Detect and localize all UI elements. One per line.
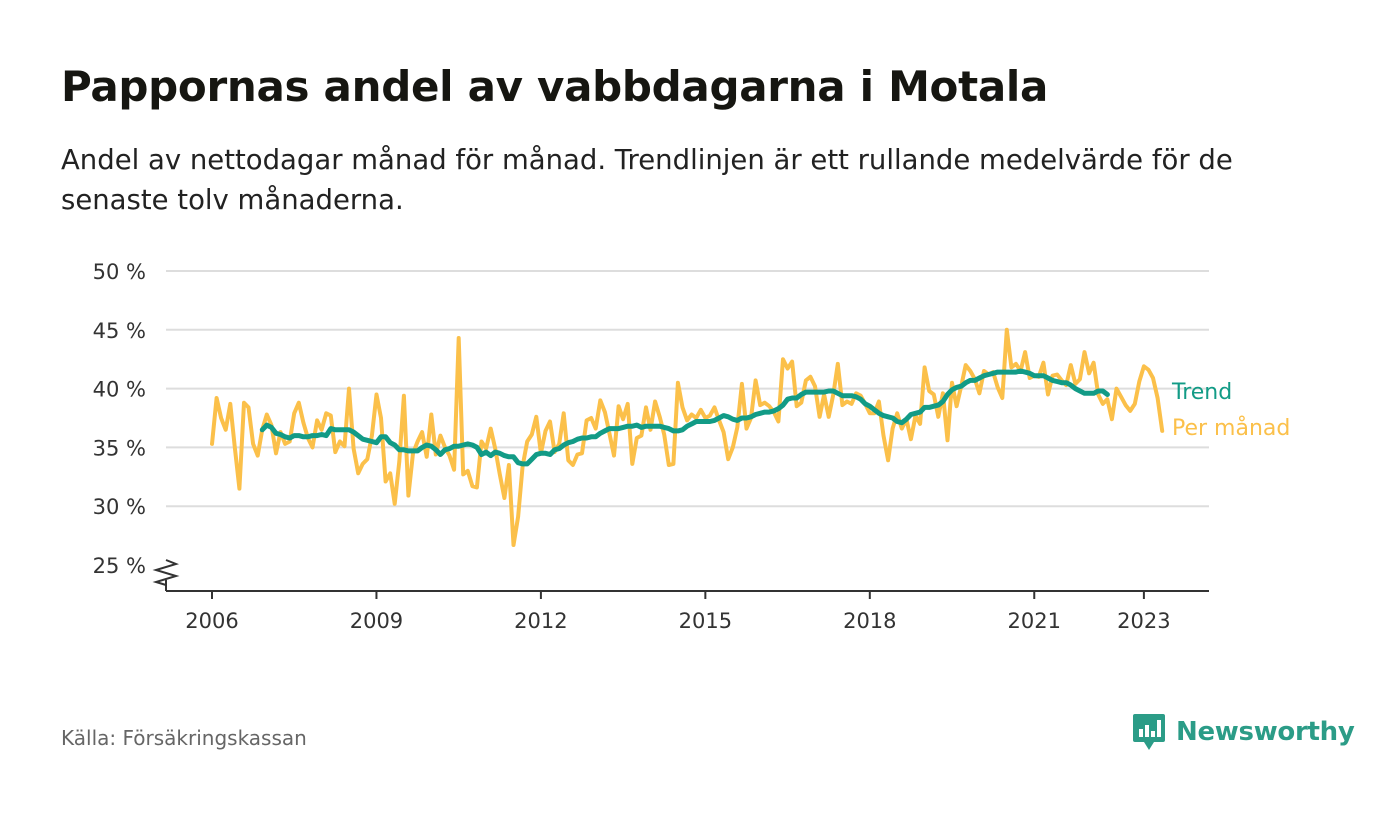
- newsworthy-logo[interactable]: Newsworthy: [1132, 712, 1355, 752]
- axes: [152, 559, 1209, 599]
- y-tick-label-50: 50 %: [93, 260, 146, 284]
- axis-break-icon: [152, 559, 180, 586]
- x-tick-label-2009: 2009: [350, 609, 403, 633]
- x-tick-label-2023: 2023: [1117, 609, 1170, 633]
- y-tick-label-30: 30 %: [93, 495, 146, 519]
- y-tick-label-45: 45 %: [93, 319, 146, 343]
- x-tick-label-2012: 2012: [514, 609, 567, 633]
- series-labels: Trend Per månad: [1171, 380, 1290, 441]
- x-tick-label-2018: 2018: [843, 609, 896, 633]
- series-label-per-manad: Per månad: [1172, 415, 1290, 441]
- y-tick-label-40: 40 %: [93, 378, 146, 402]
- series-label-trend: Trend: [1171, 380, 1232, 405]
- y-tick-label-25: 25 %: [93, 554, 146, 578]
- y-tick-label-35: 35 %: [93, 436, 146, 460]
- y-axis-labels: 50 % 45 % 40 % 35 % 30 % 25 %: [93, 260, 146, 578]
- trend-line: [259, 368, 1110, 467]
- chart-title: Pappornas andel av vabbdagarna i Motala: [61, 62, 1049, 111]
- x-tick-label-2015: 2015: [679, 609, 732, 633]
- monthly-line: [210, 327, 1165, 547]
- grid-lines: [166, 270, 1209, 508]
- brand-name: Newsworthy: [1176, 717, 1355, 747]
- x-tick-label-2021: 2021: [1008, 609, 1061, 633]
- newsworthy-logo-icon: [1133, 714, 1165, 750]
- series-lines: [210, 327, 1165, 547]
- x-axis-labels: 2006 2009 2012 2015 2018 2021 2023: [185, 609, 1170, 633]
- chart-subtitle: Andel av nettodagar månad för månad. Tre…: [61, 144, 1233, 216]
- source-note: Källa: Försäkringskassan: [61, 726, 307, 750]
- x-tick-label-2006: 2006: [185, 609, 238, 633]
